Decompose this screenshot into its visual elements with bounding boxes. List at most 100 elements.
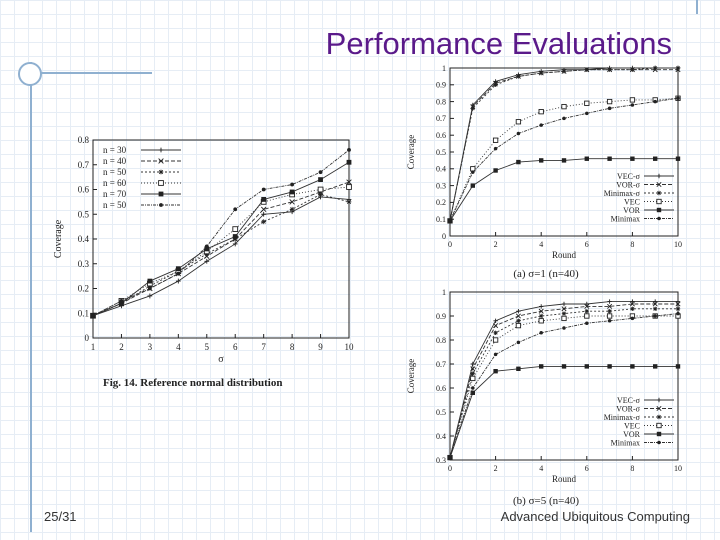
y-tick-label: 1 <box>442 64 446 73</box>
data-point <box>539 364 544 369</box>
data-point <box>584 156 589 161</box>
data-point <box>147 286 152 291</box>
data-point <box>493 82 498 87</box>
data-point <box>562 116 566 121</box>
legend-label: VEC-σ <box>617 172 641 181</box>
y-tick-label: 0.8 <box>436 97 446 106</box>
data-point <box>539 123 543 127</box>
data-point <box>584 309 589 314</box>
legend-label: n = 40 <box>103 156 127 166</box>
data-point <box>653 306 658 311</box>
series-line <box>449 365 678 458</box>
data-point <box>346 199 352 205</box>
legend-marker <box>159 203 163 207</box>
data-point <box>630 156 635 161</box>
data-point <box>232 236 238 242</box>
y-tick-label: 0.6 <box>78 185 90 195</box>
x-tick-label: 10 <box>674 240 682 249</box>
data-point <box>493 146 498 151</box>
series-line <box>92 149 350 317</box>
data-point <box>147 293 153 299</box>
x-tick-label: 8 <box>630 240 634 249</box>
y-axis-label: Coverage <box>406 135 416 169</box>
data-point <box>318 177 323 182</box>
data-point <box>653 99 657 104</box>
data-point <box>561 103 567 110</box>
series-line <box>449 67 678 221</box>
x-tick-label: 0 <box>448 464 452 473</box>
data-point <box>232 226 239 232</box>
data-point <box>607 319 612 323</box>
data-point <box>561 158 567 163</box>
y-tick-label: 0.9 <box>436 312 446 321</box>
data-point <box>515 322 522 329</box>
data-point <box>607 309 612 314</box>
data-point <box>607 156 612 161</box>
legend-marker <box>656 173 662 179</box>
data-point <box>585 111 589 116</box>
y-tick-label: 0.3 <box>78 259 90 269</box>
data-point <box>204 258 210 264</box>
data-point <box>584 100 590 106</box>
data-point <box>675 364 681 369</box>
y-tick-label: 0.4 <box>436 432 446 441</box>
legend-label: VOR <box>623 430 641 439</box>
data-point <box>607 299 612 304</box>
series-line <box>449 158 678 222</box>
data-point <box>629 301 635 307</box>
legend-marker <box>158 158 164 164</box>
data-point <box>119 300 124 306</box>
data-point <box>493 352 498 357</box>
legend-label: n = 50 <box>103 167 127 177</box>
data-point <box>561 364 567 369</box>
data-point <box>538 109 544 115</box>
y-tick-label: 0.7 <box>78 160 90 170</box>
data-point <box>493 168 498 173</box>
legend-label: n = 60 <box>103 178 127 188</box>
data-point <box>119 298 124 303</box>
y-tick-label: 0.4 <box>436 165 446 174</box>
data-point <box>289 206 295 212</box>
data-point <box>561 69 567 74</box>
legend-label: n = 50 <box>103 200 127 210</box>
data-point <box>653 65 658 71</box>
x-tick-label: 4 <box>539 464 543 473</box>
data-point <box>492 337 499 343</box>
data-point <box>318 170 323 175</box>
data-point <box>539 70 544 76</box>
legend-marker <box>657 216 661 221</box>
data-point <box>675 306 681 311</box>
y-tick-label: 0 <box>85 333 90 343</box>
data-point <box>470 390 475 395</box>
decorative-circle <box>18 62 42 86</box>
data-point <box>676 96 680 100</box>
data-point <box>516 318 521 323</box>
y-tick-label: 0.5 <box>436 148 446 157</box>
data-point <box>607 303 613 309</box>
data-point <box>91 313 95 318</box>
data-point <box>232 241 238 247</box>
data-point <box>653 364 658 369</box>
data-point <box>539 313 544 319</box>
legend-marker <box>656 207 662 213</box>
data-point <box>516 74 521 79</box>
x-tick-label: 3 <box>148 342 153 352</box>
data-point <box>261 187 266 192</box>
data-point <box>607 106 612 111</box>
legend-label: Minimax <box>611 438 640 447</box>
data-point <box>492 137 499 143</box>
data-point <box>516 309 521 314</box>
data-point <box>584 364 589 369</box>
data-point <box>652 301 658 307</box>
data-point <box>630 103 635 107</box>
x-tick-label: 6 <box>585 240 589 249</box>
data-point <box>653 314 657 318</box>
y-tick-label: 0.5 <box>436 408 446 417</box>
data-point <box>448 219 452 223</box>
plot-frame <box>92 139 350 339</box>
data-point <box>204 253 210 260</box>
x-tick-label: 0 <box>448 240 452 249</box>
data-point <box>515 313 521 319</box>
data-point <box>470 375 476 382</box>
legend-label: VEC <box>624 421 640 430</box>
